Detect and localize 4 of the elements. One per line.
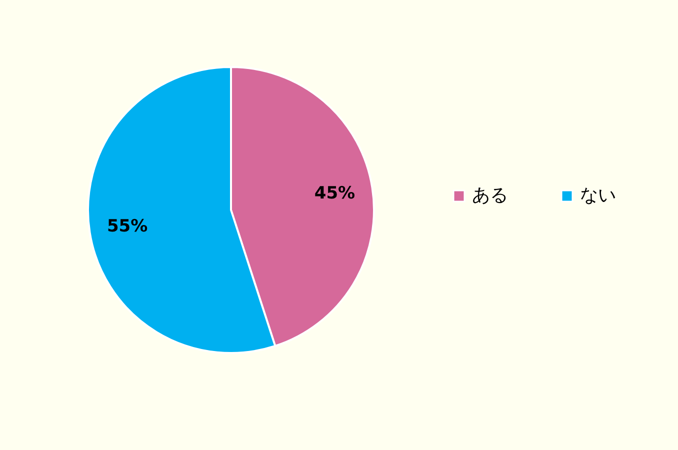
legend-label: ある: [472, 185, 508, 206]
legend-label: ない: [580, 185, 616, 206]
data-label: 45%: [314, 184, 356, 204]
data-label: 55%: [106, 216, 148, 236]
